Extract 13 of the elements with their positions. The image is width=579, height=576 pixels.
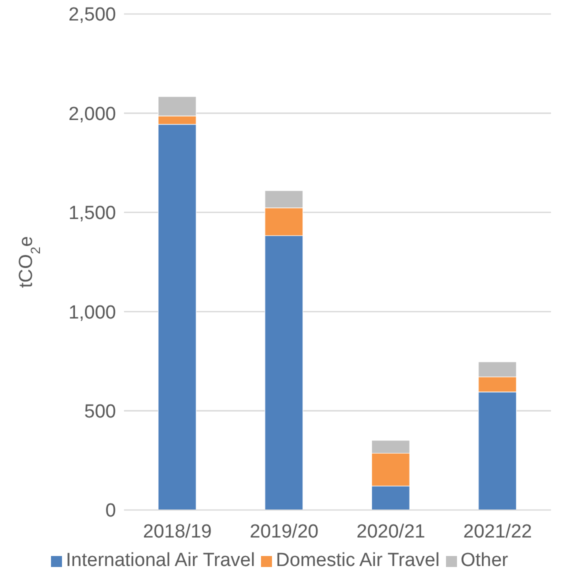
x-tick-label: 2020/21 [356, 521, 426, 542]
x-tick-label: 2021/22 [463, 521, 532, 542]
x-tick-label: 2019/20 [250, 521, 318, 542]
y-tick-label: 1,500 [68, 203, 116, 224]
x-tick-label: 2018/19 [143, 521, 212, 542]
y-tick-label: 1,000 [68, 302, 116, 324]
legend-label: International Air Travel [64, 550, 255, 572]
y-tick-label: 2,000 [68, 104, 116, 125]
y-tick-label: 2,500 [68, 4, 116, 26]
y-tick-label: 500 [84, 402, 116, 423]
y-tick-label: 0 [105, 500, 116, 522]
legend-label: Other [460, 550, 508, 572]
legend-label: Domestic Air Travel [274, 550, 440, 572]
